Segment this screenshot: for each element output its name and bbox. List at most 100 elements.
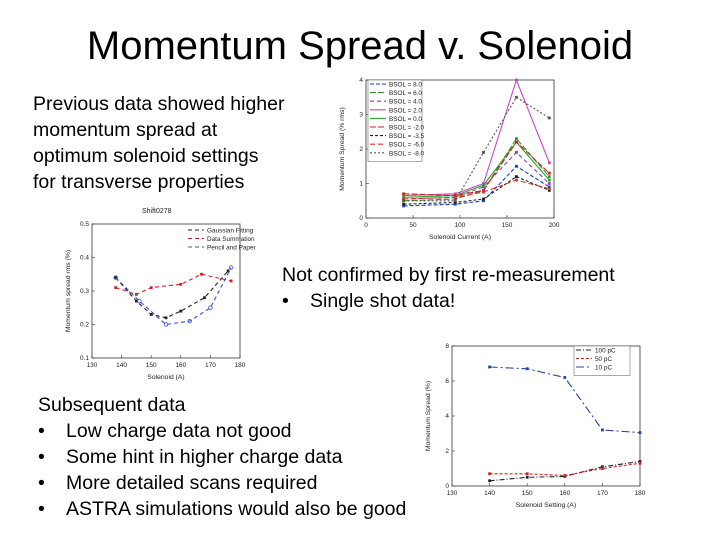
- y-tick-label: 3: [359, 112, 363, 119]
- y-axis-label: Momentum Spread (%): [425, 381, 432, 451]
- data-point: [187, 318, 192, 324]
- bullet-text: More detailed scans required: [66, 472, 318, 494]
- data-point: [402, 195, 405, 199]
- data-point: [515, 151, 518, 154]
- y-tick-label: 0.1: [80, 355, 89, 362]
- data-point: [488, 365, 491, 369]
- legend-label: Data Summation: [207, 236, 255, 243]
- legend-label: 10 pC: [595, 365, 612, 372]
- data-point: [453, 199, 457, 203]
- y-tick-label: 1: [359, 181, 363, 188]
- intro-line: Previous data showed higher: [33, 93, 285, 115]
- data-point: [200, 272, 203, 276]
- data-point: [547, 189, 551, 192]
- x-tick-label: 140: [484, 490, 495, 497]
- data-point: [453, 197, 457, 201]
- legend-label: 100 pC: [595, 348, 616, 355]
- data-point: [547, 161, 551, 165]
- legend-label: BSOL = -3.5: [389, 133, 425, 140]
- data-point: [547, 182, 551, 185]
- data-point: [402, 194, 405, 197]
- plot-frame: [91, 223, 241, 359]
- x-tick-label: 0: [364, 222, 368, 229]
- data-point: [163, 322, 169, 327]
- x-tick-label: 170: [205, 362, 216, 369]
- data-point: [164, 316, 168, 320]
- data-point: [547, 175, 551, 178]
- data-point: [515, 95, 518, 99]
- data-point: [402, 192, 405, 196]
- data-point: [149, 313, 153, 316]
- series-line: [403, 96, 550, 202]
- data-point: [402, 204, 405, 208]
- x-tick-label: 150: [502, 222, 513, 229]
- data-point: [525, 472, 529, 476]
- bullet-glyph: •: [38, 420, 45, 442]
- legend-label: BSOL = 2.0: [389, 107, 422, 114]
- data-point: [563, 376, 567, 379]
- data-point: [179, 282, 183, 286]
- legend-label: BSOL = 0.0: [389, 116, 422, 123]
- x-tick-label: 50: [409, 222, 417, 229]
- data-point: [113, 275, 118, 280]
- data-point: [208, 305, 213, 310]
- y-tick-label: 4: [445, 413, 449, 420]
- data-point: [149, 286, 153, 290]
- y-tick-label: 0.5: [80, 221, 89, 228]
- x-tick-label: 130: [87, 362, 98, 369]
- x-axis-label: Solenoid Setting (A): [516, 502, 576, 509]
- data-point: [547, 187, 551, 191]
- data-point: [135, 299, 138, 303]
- x-tick-label: 160: [559, 490, 570, 497]
- data-point: [515, 178, 518, 182]
- legend-label: Pencil and Paper: [207, 245, 257, 252]
- data-point: [482, 183, 485, 187]
- y-tick-label: 0.3: [80, 288, 89, 295]
- data-point: [179, 309, 183, 313]
- data-point: [515, 175, 518, 178]
- x-tick-label: 150: [146, 362, 157, 369]
- legend-label: BSOL = 8.0: [389, 82, 422, 89]
- intro-line: optimum solenoid settings: [33, 145, 259, 167]
- legend-label: Gaussian Fitting: [207, 228, 254, 235]
- data-point: [515, 164, 518, 168]
- confirm-bullet: • Single shot data!: [282, 288, 615, 314]
- data-point: [488, 479, 491, 483]
- x-axis-label: Solenoid (A): [147, 374, 184, 381]
- data-point: [482, 197, 485, 201]
- data-point: [547, 171, 551, 175]
- data-point: [601, 428, 604, 432]
- x-tick-label: 200: [549, 222, 560, 229]
- bullet-text: Low charge data not good: [66, 420, 292, 442]
- x-tick-label: 180: [235, 362, 246, 369]
- data-point: [482, 182, 485, 185]
- subsequent-bullet: • ASTRA simulations would also be good: [38, 496, 406, 522]
- data-point: [482, 190, 485, 194]
- data-point: [515, 78, 518, 82]
- x-tick-label: 100: [455, 222, 466, 229]
- y-tick-label: 8: [445, 343, 449, 350]
- x-tick-label: 130: [447, 490, 458, 497]
- bullet-text: Single shot data!: [310, 290, 456, 312]
- y-tick-label: 2: [359, 146, 363, 153]
- data-point: [482, 199, 485, 203]
- x-axis-label: Solenoid Current (A): [429, 234, 491, 241]
- confirm-heading: Not confirmed by first re-measurement: [282, 264, 615, 286]
- data-point: [563, 474, 567, 477]
- data-point: [547, 116, 551, 120]
- data-point: [547, 185, 551, 189]
- data-point: [547, 178, 551, 182]
- data-point: [488, 472, 491, 476]
- data-point: [482, 151, 485, 154]
- data-point: [453, 195, 457, 199]
- series-line: [115, 267, 232, 326]
- subsequent-heading: Subsequent data: [38, 394, 186, 416]
- bullet-text: Some hint in higher charge data: [66, 446, 343, 468]
- data-point: [515, 137, 518, 141]
- legend-box: [573, 345, 631, 376]
- subsequent-text: Subsequent data • Low charge data not goo…: [38, 392, 406, 522]
- data-point: [453, 192, 457, 196]
